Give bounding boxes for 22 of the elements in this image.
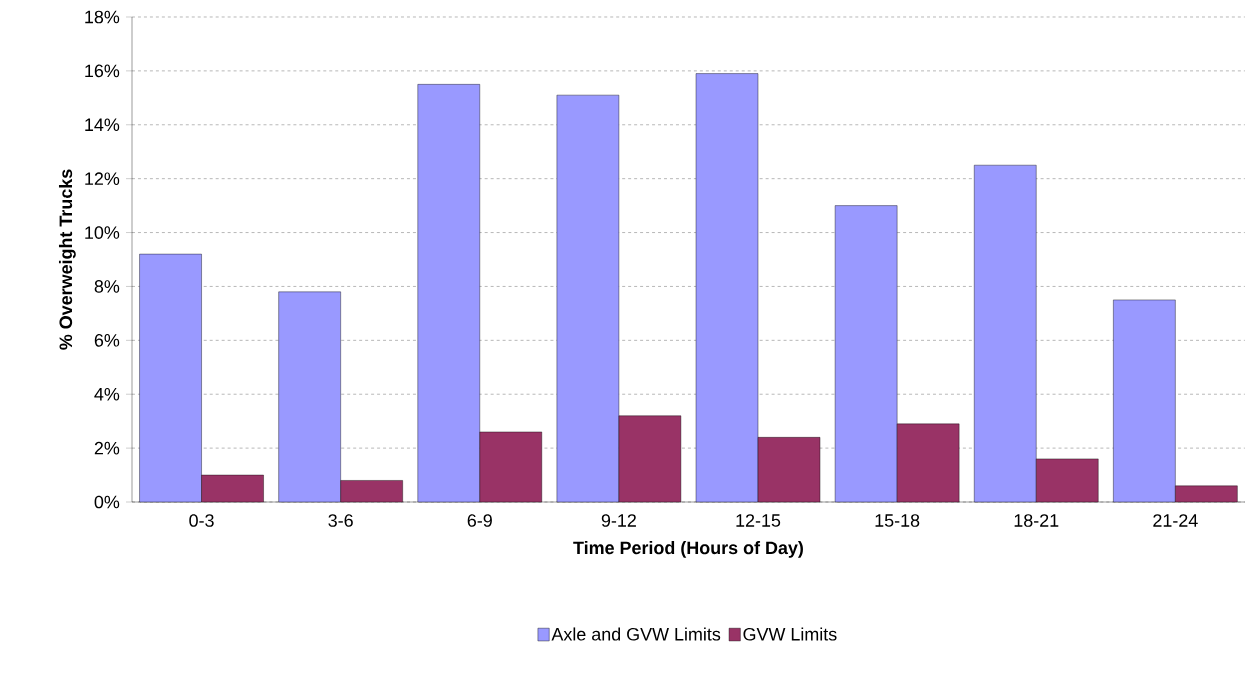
y-tick-label: 14% (85, 118, 120, 132)
y-tick-label: 12% (85, 172, 120, 185)
x-tick-label: 0-3 (189, 514, 214, 527)
y-tick-label: 6% (94, 333, 120, 347)
legend-label: GVW Limits (743, 627, 837, 641)
x-tick-label: 15-18 (875, 514, 920, 527)
y-axis-title: % Overweight Trucks (58, 169, 76, 350)
x-tick-label: 18-21 (1014, 514, 1059, 527)
y-tick-label: 8% (94, 280, 120, 293)
y-tick-label: 10% (85, 226, 120, 239)
x-tick-label: 9-12 (601, 514, 636, 527)
x-tick-label: 21-24 (1153, 514, 1198, 527)
y-tick-label: 16% (85, 64, 120, 78)
y-tick-label: 2% (94, 441, 120, 455)
y-tick-label: 0% (94, 495, 120, 509)
x-tick-label: 12-15 (736, 514, 781, 527)
x-tick-label: 6-9 (467, 514, 492, 527)
y-tick-label: 18% (85, 10, 120, 24)
x-tick-label: 3-6 (328, 514, 353, 527)
y-tick-label: 4% (94, 387, 120, 401)
x-axis-title: Time Period (Hours of Day) (573, 541, 803, 558)
legend-label: Axle and GVW Limits (551, 627, 721, 641)
